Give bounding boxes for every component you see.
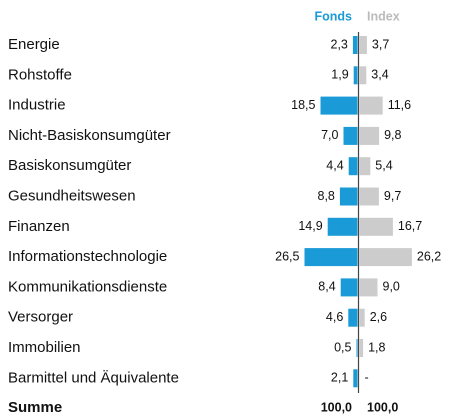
value-label: 9,8 bbox=[384, 128, 401, 142]
category-label: Immobilien bbox=[8, 339, 81, 356]
value-label: 26,5 bbox=[275, 249, 299, 263]
category-label: Rohstoffe bbox=[8, 66, 72, 83]
legend-fonds: Fonds bbox=[315, 9, 353, 23]
total-fonds: 100,0 bbox=[321, 400, 352, 414]
fonds-bar bbox=[320, 96, 358, 115]
value-label: 8,4 bbox=[318, 280, 335, 294]
index-bar bbox=[359, 187, 379, 206]
index-bar bbox=[359, 157, 371, 176]
category-label: Industrie bbox=[8, 97, 66, 114]
total-label: Summe bbox=[8, 399, 62, 416]
fonds-bar bbox=[343, 126, 358, 145]
fonds-bar bbox=[353, 66, 358, 85]
category-label: Kommunikationsdienste bbox=[8, 278, 167, 295]
value-label: 26,2 bbox=[417, 249, 441, 263]
index-bar bbox=[359, 126, 380, 145]
value-label: 1,8 bbox=[368, 340, 385, 354]
fonds-bar bbox=[353, 369, 358, 388]
total-index: 100,0 bbox=[367, 400, 398, 414]
value-label: 4,4 bbox=[326, 158, 343, 172]
value-label: 8,8 bbox=[318, 189, 335, 203]
index-bar bbox=[359, 308, 365, 327]
fonds-bar bbox=[356, 339, 358, 357]
value-label: 2,3 bbox=[331, 37, 348, 51]
index-bar bbox=[359, 278, 378, 297]
category-label: Finanzen bbox=[8, 218, 70, 235]
category-label: Gesundheitswesen bbox=[8, 187, 136, 204]
value-label: - bbox=[365, 371, 369, 385]
index-bar bbox=[359, 36, 367, 54]
category-label: Informationstechnologie bbox=[8, 248, 167, 265]
category-label: Nicht-Basiskonsumgüter bbox=[8, 127, 171, 144]
value-label: 3,7 bbox=[372, 37, 389, 51]
fonds-bar bbox=[348, 308, 358, 327]
fonds-bar bbox=[348, 157, 358, 176]
value-label: 3,4 bbox=[371, 68, 388, 82]
index-bar bbox=[359, 66, 367, 85]
fonds-bar bbox=[304, 248, 358, 267]
value-label: 5,4 bbox=[375, 158, 392, 172]
value-label: 0,5 bbox=[334, 340, 351, 354]
value-label: 4,6 bbox=[326, 310, 343, 324]
category-label: Energie bbox=[8, 36, 60, 53]
index-bar bbox=[359, 96, 383, 115]
value-label: 2,1 bbox=[331, 371, 348, 385]
category-label: Barmittel und Äquivalente bbox=[8, 369, 179, 386]
index-bar bbox=[359, 339, 364, 357]
category-label: Basiskonsumgüter bbox=[8, 157, 131, 174]
fonds-bar bbox=[340, 278, 358, 297]
value-label: 9,7 bbox=[384, 189, 401, 203]
value-label: 1,9 bbox=[331, 68, 348, 82]
legend-index: Index bbox=[367, 9, 400, 23]
fonds-bar bbox=[327, 217, 358, 236]
value-label: 11,6 bbox=[388, 98, 411, 112]
value-label: 14,9 bbox=[298, 219, 322, 233]
index-bar bbox=[359, 248, 412, 267]
value-label: 2,6 bbox=[370, 310, 387, 324]
value-label: 7,0 bbox=[321, 128, 338, 142]
value-label: 18,5 bbox=[291, 98, 315, 112]
index-bar bbox=[359, 217, 393, 236]
fonds-bar bbox=[339, 187, 358, 206]
category-label: Versorger bbox=[8, 309, 73, 326]
value-label: 16,7 bbox=[398, 219, 422, 233]
fonds-bar bbox=[352, 36, 358, 54]
value-label: 9,0 bbox=[383, 280, 400, 294]
